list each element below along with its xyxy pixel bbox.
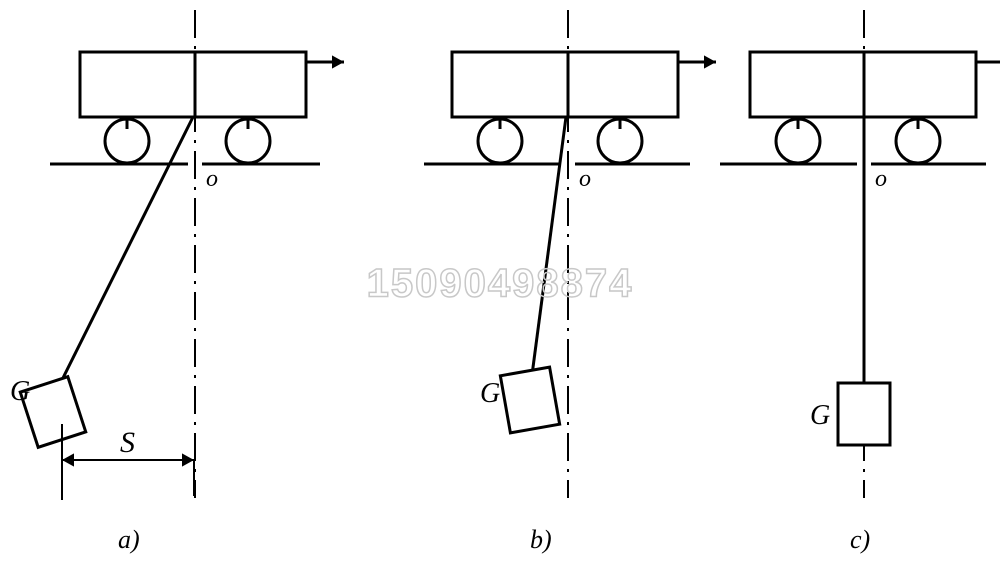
svg-text:o: o	[875, 166, 887, 192]
svg-text:S: S	[120, 426, 135, 459]
svg-text:o: o	[579, 166, 591, 192]
svg-text:G: G	[480, 378, 500, 409]
svg-text:o: o	[206, 166, 218, 192]
diagram-canvas: o G Sa) o Gb) o Gc)	[0, 0, 1000, 568]
svg-text:G: G	[810, 400, 830, 431]
svg-text:G: G	[10, 376, 30, 407]
svg-text:b): b)	[530, 525, 552, 554]
svg-text:c): c)	[850, 525, 870, 554]
svg-text:a): a)	[118, 525, 140, 554]
